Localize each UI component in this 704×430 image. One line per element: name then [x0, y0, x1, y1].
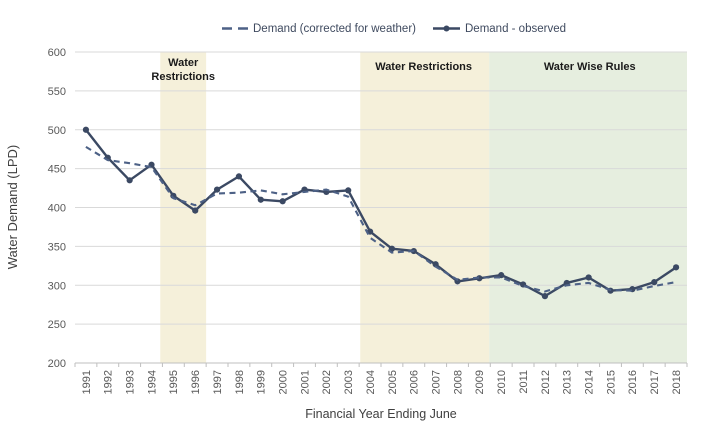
x-tick-label: 1995 [168, 370, 180, 394]
data-series [82, 126, 680, 300]
band-label: Restrictions [151, 71, 215, 83]
x-tick-label: 1994 [146, 370, 158, 394]
x-tick-label: 2009 [474, 370, 486, 394]
legend-item-label: Demand (corrected for weather) [253, 23, 416, 35]
x-tick-label: 2000 [277, 370, 289, 394]
x-axis-title: Financial Year Ending June [305, 407, 457, 421]
data-point-marker [192, 207, 199, 214]
band-label: Water [168, 57, 199, 69]
x-tick-label: 2014 [583, 370, 595, 394]
data-point-marker [651, 279, 658, 286]
data-point-marker [257, 196, 264, 203]
x-tick-label: 1991 [81, 370, 93, 394]
y-axis-title: Water Demand (LPD) [5, 145, 20, 270]
band-label: Water Restrictions [375, 61, 472, 73]
y-tick-label: 300 [48, 280, 66, 292]
series-line-corrected [85, 146, 677, 293]
y-tick-label: 500 [48, 125, 66, 137]
axes: 200 250 300 350 400 450 500 550 600 1991 1992 1993 1… [48, 47, 688, 394]
data-point-marker [126, 177, 133, 184]
data-point-marker [213, 186, 221, 193]
y-tick-label: 200 [48, 358, 66, 370]
data-point-marker [235, 173, 243, 180]
x-tick-label: 2002 [321, 370, 333, 394]
x-tick-label: 2012 [540, 370, 552, 394]
x-tick-label: 1996 [190, 370, 202, 394]
x-tick-label: 2008 [452, 370, 464, 394]
x-tick-label: 2010 [496, 370, 508, 394]
x-tick-label: 2017 [649, 370, 661, 394]
data-point-marker [672, 264, 680, 271]
x-tick-label: 1999 [256, 370, 268, 394]
band-label: Water Wise Rules [544, 61, 636, 73]
y-tick-label: 550 [48, 86, 66, 98]
y-tick-label: 400 [48, 203, 66, 215]
y-tick-label: 600 [48, 47, 66, 59]
x-tick-label: 2003 [343, 370, 355, 394]
x-tick-label: 1993 [124, 370, 136, 394]
data-point-marker [82, 126, 90, 133]
data-point-marker [388, 245, 396, 252]
series-line-observed [84, 128, 678, 298]
legend-item-label: Demand - observed [465, 23, 566, 35]
x-tick-label: 2013 [562, 370, 574, 394]
y-tick-label: 250 [48, 319, 66, 331]
chart-legend: Demand (corrected for weather) Demand - o… [222, 23, 566, 35]
x-tick-label: 2005 [387, 370, 399, 394]
x-tick-label: 2016 [627, 370, 639, 394]
data-point-marker [279, 198, 286, 205]
x-tick-label: 2007 [430, 370, 442, 394]
x-tick-label: 1992 [103, 370, 115, 394]
y-tick-label: 350 [48, 241, 66, 253]
x-tick-label: 2018 [671, 370, 683, 394]
annotation-band-labels: Water Restrictions Water Restrictions Water… [151, 57, 635, 83]
gridlines [75, 51, 687, 325]
data-point-marker [432, 261, 439, 268]
x-tick-label: 2004 [365, 370, 377, 394]
x-tick-label: 1998 [234, 370, 246, 394]
x-tick-label: 1997 [212, 370, 224, 394]
data-point-marker [345, 187, 352, 194]
x-tick-label: 2011 [518, 370, 530, 394]
x-tick-label: 2001 [299, 370, 311, 394]
y-tick-label: 450 [48, 164, 66, 176]
data-point-marker [585, 274, 592, 281]
data-point-marker [541, 293, 549, 300]
x-tick-label: 2015 [605, 370, 617, 394]
x-tick-label: 2006 [409, 370, 421, 394]
legend-marker-icon [443, 25, 450, 32]
